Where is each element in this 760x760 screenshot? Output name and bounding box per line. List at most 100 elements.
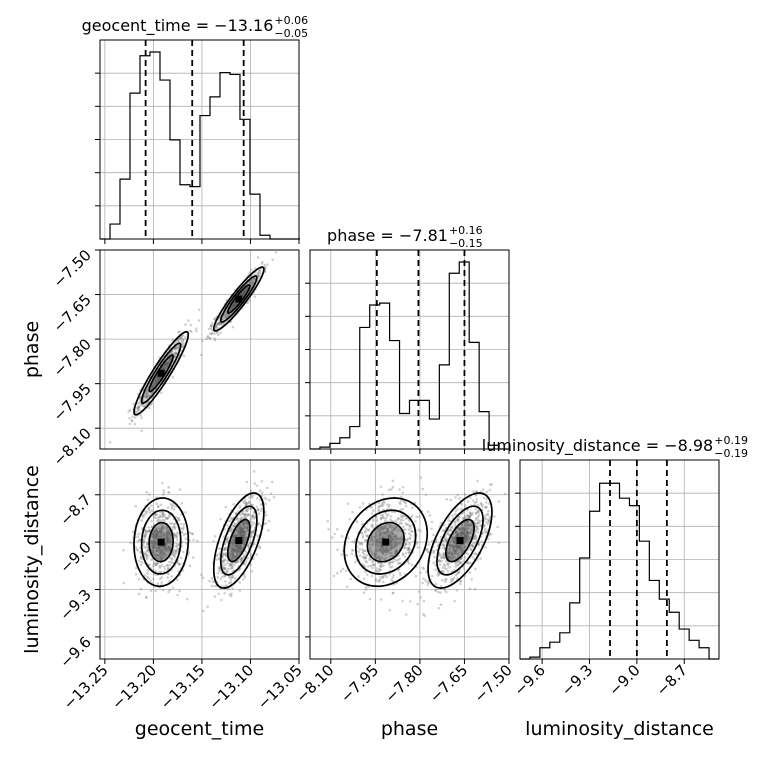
sample-point	[175, 538, 179, 541]
sample-point	[451, 555, 455, 558]
sample-point	[379, 558, 382, 562]
sample-point	[230, 557, 233, 561]
sample-point	[174, 549, 178, 553]
sample-point	[168, 361, 171, 364]
sample-point	[380, 549, 383, 552]
sample-point	[221, 565, 225, 569]
sample-point	[233, 533, 237, 537]
sample-point	[122, 548, 125, 552]
sample-point	[244, 538, 248, 542]
sample-point	[249, 503, 253, 507]
x-tick-label: −8.7	[653, 661, 691, 699]
sample-point	[223, 574, 227, 578]
sample-point	[153, 535, 156, 539]
sample-point	[456, 563, 460, 567]
sample-point	[251, 535, 254, 539]
sample-point	[452, 537, 455, 541]
sample-point	[137, 577, 141, 581]
sample-point	[160, 552, 163, 555]
sample-point	[231, 304, 234, 308]
sample-point	[350, 552, 354, 556]
sample-point	[241, 529, 245, 532]
sample-point	[385, 551, 389, 554]
sample-point	[182, 354, 186, 358]
sample-point	[243, 291, 247, 294]
sample-point	[145, 396, 149, 399]
sample-point	[374, 515, 378, 519]
sample-point	[394, 548, 398, 552]
sample-point	[398, 562, 401, 565]
sample-point	[251, 278, 254, 282]
sample-point	[388, 573, 391, 576]
sample-point	[390, 519, 393, 523]
sample-point	[236, 559, 239, 563]
sample-point	[378, 532, 382, 535]
sample-point	[407, 546, 411, 550]
sample-point	[384, 549, 387, 553]
sample-point	[460, 561, 463, 565]
sample-point	[503, 492, 507, 496]
sample-point	[179, 336, 183, 340]
sample-point	[240, 528, 243, 532]
sample-point	[168, 531, 171, 535]
sample-point	[134, 545, 137, 549]
sample-point	[370, 538, 373, 541]
sample-point	[434, 589, 437, 592]
sample-point	[355, 520, 359, 524]
sample-point	[463, 536, 466, 539]
sample-point	[243, 289, 246, 292]
sample-point	[251, 281, 254, 284]
sample-point	[167, 546, 171, 550]
density-contour	[354, 509, 417, 575]
sample-point	[249, 541, 252, 544]
sample-point	[456, 493, 459, 497]
sample-point	[151, 386, 154, 389]
sample-point	[373, 551, 377, 555]
sample-point	[247, 501, 251, 505]
sample-point	[458, 560, 461, 564]
sample-point	[176, 593, 179, 597]
sample-point	[154, 529, 157, 533]
scatter-frame	[99, 459, 300, 660]
sample-point	[456, 546, 459, 549]
sample-point	[214, 325, 218, 329]
x-tick-label: −7.65	[426, 661, 471, 706]
sample-point	[170, 557, 174, 560]
sample-point	[446, 531, 450, 535]
sample-point	[167, 545, 171, 549]
sample-point	[230, 517, 233, 521]
sample-point	[251, 503, 255, 507]
sample-point	[265, 486, 269, 490]
sample-point	[440, 578, 444, 582]
x-axis-label-phase: phase	[381, 718, 438, 740]
sample-point	[417, 590, 421, 593]
sample-point	[479, 501, 483, 505]
sample-point	[231, 305, 234, 309]
sample-point	[361, 536, 365, 539]
sample-point	[169, 502, 173, 506]
sample-point	[379, 526, 382, 529]
sample-point	[160, 481, 164, 485]
sample-point	[155, 553, 159, 557]
sample-point	[135, 406, 139, 409]
sample-point	[449, 580, 453, 584]
sample-point	[485, 520, 488, 524]
sample-point	[229, 545, 232, 549]
sample-point	[152, 545, 155, 549]
sample-point	[349, 577, 353, 581]
density-peak	[382, 538, 390, 546]
sample-point	[455, 533, 459, 536]
sample-point	[451, 539, 455, 542]
sample-point	[133, 422, 137, 426]
sample-point	[235, 543, 238, 547]
sample-point	[155, 529, 159, 533]
sample-point	[446, 532, 449, 536]
sample-point	[177, 345, 181, 348]
sample-point	[374, 532, 378, 536]
sample-point	[443, 580, 447, 583]
sample-point	[228, 576, 232, 579]
sample-point	[244, 503, 248, 507]
sample-point	[160, 548, 163, 552]
sample-point	[399, 518, 403, 522]
sample-point	[256, 508, 259, 512]
